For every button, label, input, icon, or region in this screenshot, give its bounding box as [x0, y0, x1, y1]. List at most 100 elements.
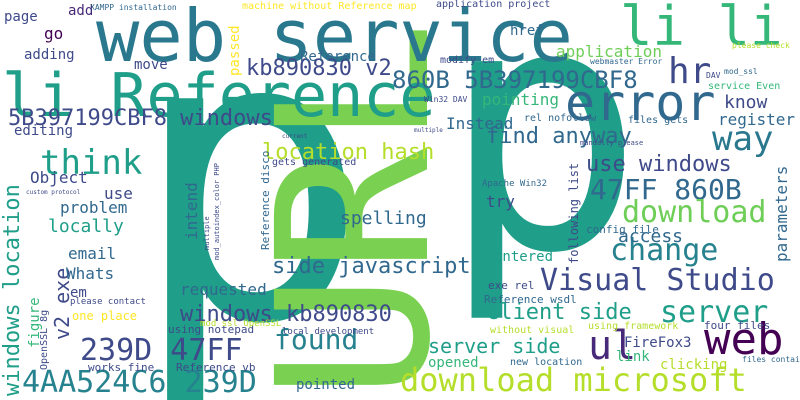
word-li-reference: li Reference: [2, 61, 436, 131]
word-page: page: [4, 9, 38, 25]
word-works-fine: works fine: [88, 361, 155, 374]
word-custom-protocol: custom protocol: [26, 189, 81, 196]
word-em: em: [70, 285, 87, 301]
word-without-visual: without visual: [490, 325, 575, 336]
word-ul: ul: [588, 323, 637, 369]
word-mod-ssl-openssl: mod ssl OpenSSL: [200, 319, 282, 329]
word-firefox3: FireFox3: [624, 335, 692, 351]
word-mod-autoindex-php: multiple: [203, 216, 211, 250]
word-8g-mod-autoindex: mod_autoindex_color PHP: [213, 163, 221, 260]
word-find-anyway: find anyway: [486, 124, 632, 149]
word-pointing: pointing: [482, 90, 560, 109]
word-pointed: pointed: [296, 377, 356, 393]
word-4aa524c6-239d: 4AA524C6 239D: [22, 365, 257, 400]
word-xampp-installation: XAMPP installation: [90, 3, 177, 12]
word-object: Object: [30, 168, 88, 187]
word-hr: hr: [668, 51, 712, 92]
word-p-left: p: [130, 0, 371, 400]
word-reference-disco: Reference disco: [259, 150, 272, 250]
word-dav: DAV: [706, 71, 721, 80]
word-using-notepad: using notepad: [168, 323, 255, 336]
word-side-javascript: side javascript: [272, 254, 471, 279]
word-5b397199cbf8-windows: 5B397199CBF8 windows: [8, 106, 273, 131]
word-found: found: [274, 323, 359, 356]
word-modify-em: modify em: [440, 55, 495, 66]
word-entered: entered: [494, 249, 554, 265]
word-use: use: [104, 184, 133, 203]
word-apache-win32: Apache Win32: [482, 179, 548, 189]
word-go: go: [44, 24, 64, 43]
word-move: move: [134, 57, 168, 73]
word-requested: requested: [180, 280, 267, 299]
word-exe-rel: exe rel: [488, 279, 535, 292]
word-download: download: [622, 195, 767, 230]
word-files-gets: files gets: [628, 115, 689, 126]
word-config-file: config file: [586, 223, 659, 236]
word-rel-nofollow: rel nofollow: [524, 113, 597, 124]
word-reference-wsdl: Reference wsdl: [484, 293, 577, 306]
word-spelling: spelling: [340, 208, 427, 229]
word-location-hash: location hash: [262, 140, 435, 165]
word-way: way: [712, 119, 774, 159]
word-client-side: client side: [486, 300, 632, 325]
word-opened: opened: [428, 355, 479, 371]
word-intend: intend: [182, 182, 201, 240]
word-openssl-8g: files contains: [742, 355, 800, 364]
word-passed: passed: [227, 25, 243, 76]
word-register: register: [718, 110, 796, 129]
word-four-files: four files: [704, 319, 771, 332]
word-mod-ssl: mod_ssl: [724, 67, 758, 76]
word-server: server: [660, 295, 769, 330]
word-860b-5b397199cbf8: 860B 5B397199CBF8: [392, 66, 638, 94]
word-one-place: one place: [72, 309, 138, 323]
word-application-project: application project: [436, 0, 551, 10]
word-windows-location: windows location: [0, 184, 25, 396]
word-current: current: [282, 133, 308, 140]
word-adding: adding: [24, 47, 75, 63]
word-instead: Instead: [446, 114, 514, 133]
word-please-contact: please contact: [70, 297, 146, 307]
word-href: href: [510, 23, 544, 39]
word-web: web: [704, 314, 784, 365]
word-files-contains: OpenSSL 8g: [39, 309, 50, 370]
word-problem: problem: [60, 198, 128, 217]
word-machine-without-reference-map: machine without Reference map: [242, 1, 417, 12]
word-47ff-860b: 47FF 860B: [590, 173, 742, 206]
word-local-development: local development: [282, 327, 375, 337]
word-email: email: [68, 244, 117, 263]
word-error: error: [565, 74, 716, 132]
word-clicking: clicking: [660, 357, 728, 373]
word-change: change: [610, 233, 719, 268]
word-parameters: parameters: [772, 165, 791, 262]
word-service-even: service Even: [708, 81, 781, 92]
word-kb890830-v2: kb890830 v2: [246, 56, 392, 81]
word-following-list: following list: [567, 162, 581, 264]
word-new-location: new location: [510, 357, 583, 368]
word-windows-kb890830: windows kb890830: [180, 302, 392, 327]
word-please-check: please check: [732, 41, 790, 50]
word-reference-vb: Reference vb: [176, 361, 256, 374]
word-visual-studio: Visual Studio: [540, 263, 775, 298]
word-multiple: multiple: [414, 127, 443, 134]
word-locally: locally: [48, 216, 124, 237]
word-access: access: [618, 226, 684, 247]
word-manually-please: manually please: [580, 139, 644, 147]
word-editing: editing: [14, 123, 74, 139]
word-reference: Reference: [300, 49, 376, 65]
word-application: application: [556, 42, 662, 61]
word-know: know: [724, 92, 768, 113]
word-p-right: p: [440, 0, 645, 328]
word-win32-dav: Win32 DAV: [424, 95, 468, 104]
word-use-windows: use windows: [586, 152, 732, 177]
word-download-microsoft: download microsoft: [400, 361, 747, 399]
word-whats: Whats: [66, 264, 115, 283]
word-link: link: [616, 349, 650, 365]
word-try: try: [486, 192, 515, 211]
word-239d-47ff: 239D 47FF: [80, 333, 243, 368]
word-web-service: web service: [96, 0, 573, 78]
word-gets-generated: gets generated: [272, 157, 357, 168]
word-li-li: li li: [620, 0, 783, 58]
word-add: add: [68, 3, 94, 19]
word-using-framework: using framework: [588, 321, 679, 332]
